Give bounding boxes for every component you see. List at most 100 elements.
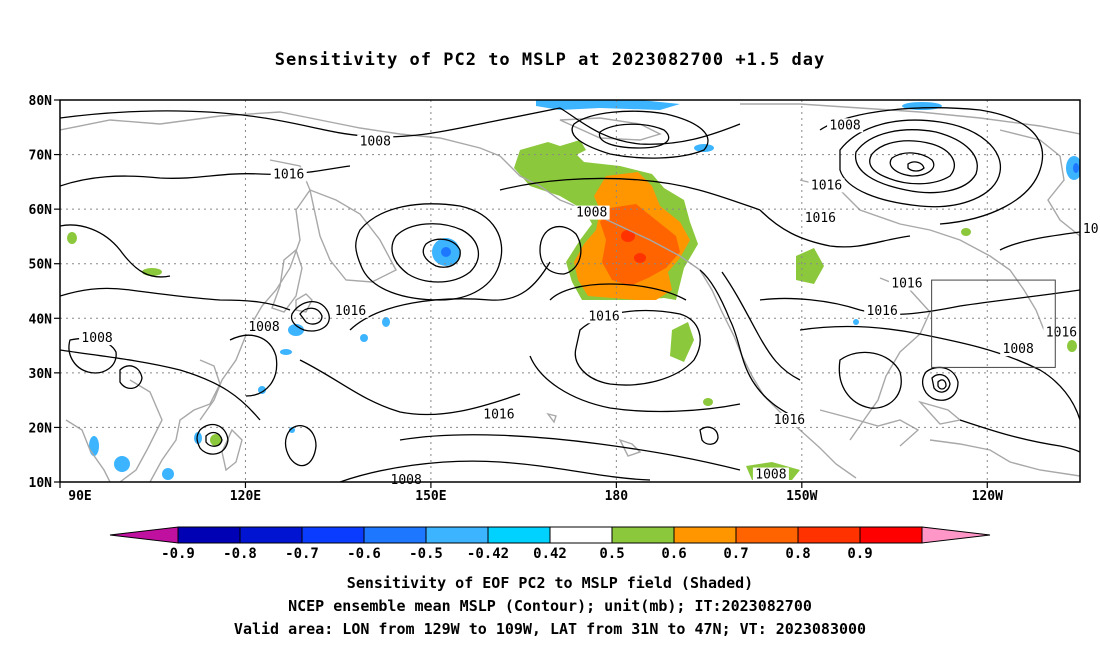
valid-area-box <box>931 279 1056 368</box>
contour-label: 1008 <box>1003 342 1034 357</box>
contour-label-bg <box>1043 325 1080 340</box>
caption-contour: NCEP ensemble mean MSLP (Contour); unit(… <box>288 597 812 615</box>
lat-tick-label: 40N <box>29 312 53 327</box>
colorbar-swatch <box>301 526 365 544</box>
graticule <box>60 100 1080 482</box>
lon-tick-label: 150E <box>415 489 446 504</box>
colorbar-swatch <box>797 526 861 544</box>
contour-label: 1016 <box>805 211 836 226</box>
colorbar-swatch <box>611 526 675 544</box>
contour-label-bg <box>771 412 808 427</box>
colorbar-swatch <box>673 526 737 544</box>
positive-sensitivity-region <box>142 268 162 276</box>
caption-shading: Sensitivity of EOF PC2 to MSLP field (Sh… <box>346 574 754 592</box>
colorbar-tick-label: -0.7 <box>285 546 319 560</box>
contour-label-bg <box>480 407 517 422</box>
contour-label-bg <box>246 320 282 335</box>
negative-sensitivity-region <box>194 432 202 444</box>
contour-label: 1016 <box>335 304 366 319</box>
colorbar-high-extend <box>921 526 991 544</box>
positive-sensitivity-region <box>796 248 824 284</box>
contour-label: 1016 <box>891 277 922 292</box>
colorbar-swatch <box>487 526 551 544</box>
negative-sensitivity-region <box>536 100 680 110</box>
negative-sensitivity-region <box>382 317 390 327</box>
lat-tick-label: 20N <box>29 421 53 436</box>
positive-sensitivity-region <box>703 398 713 406</box>
negative-sensitivity-region <box>89 436 99 456</box>
lon-tick-label: 120W <box>972 489 1003 504</box>
positive-sensitivity-max <box>621 230 635 242</box>
positive-sensitivity-max <box>634 253 646 263</box>
negative-sensitivity-region <box>114 456 130 472</box>
mslp-contours <box>60 107 1080 482</box>
negative-sensitivity-region <box>853 319 859 325</box>
positive-sensitivity-region <box>67 232 77 244</box>
negative-sensitivity-region <box>289 427 295 433</box>
contour-label: 1008 <box>829 118 860 133</box>
positive-sensitivity-region <box>961 228 971 236</box>
colorbar-tick-label: -0.42 <box>467 546 509 560</box>
negative-sensitivity-region <box>288 324 304 336</box>
colorbar-swatch <box>363 526 427 544</box>
latitude-axis: 80N 70N 60N 50N 40N 30N 20N 10N <box>29 94 60 491</box>
lat-tick-label: 80N <box>29 94 53 109</box>
lat-tick-label: 60N <box>29 203 53 218</box>
contour-label-bg <box>752 467 789 482</box>
lon-tick-label: 150W <box>786 489 817 504</box>
colorbar-tick-label: 0.9 <box>847 546 872 560</box>
colorbar-tick-label: -0.6 <box>347 546 381 560</box>
contour-label-bg <box>79 331 116 346</box>
colorbar-tick-label: -0.5 <box>409 546 443 560</box>
colorbar-tick-label: -0.8 <box>223 546 257 560</box>
contour-label-bg <box>888 276 925 291</box>
contour-label: 1008 <box>248 320 279 335</box>
contour-label-bg <box>1080 221 1100 236</box>
contour-label-bg <box>332 303 369 318</box>
colorbar-swatch <box>425 526 489 544</box>
contour-label: 1016 <box>867 304 898 319</box>
colorbar-swatch <box>859 526 923 544</box>
contour-label-bg <box>864 303 901 318</box>
negative-sensitivity-region <box>280 349 292 355</box>
contour-label: 1016 <box>483 408 514 423</box>
lon-tick-label: 90E <box>68 489 91 504</box>
contour-label: 1016 <box>1046 326 1077 341</box>
lon-tick-label: 120E <box>230 489 261 504</box>
negative-sensitivity-region <box>694 144 714 152</box>
colorbar-tick-label: -0.9 <box>161 546 195 560</box>
contour-label-bg <box>388 473 425 487</box>
colorbar: -0.9 -0.8 -0.7 -0.6 -0.5 -0.42 0.42 0.5 0.6 0.7 0.… <box>109 526 991 560</box>
contour-label-bg <box>357 134 394 149</box>
contour-label: 1008 <box>360 135 391 150</box>
contour-label: 1008 <box>81 331 112 346</box>
negative-sensitivity-region <box>360 334 368 342</box>
contour-label: 1016 <box>273 167 304 182</box>
lat-tick-label: 70N <box>29 149 53 164</box>
colorbar-swatch <box>549 526 613 544</box>
positive-sensitivity-core <box>600 204 680 286</box>
contour-label-bg <box>270 167 307 182</box>
colorbar-low-extend <box>109 526 179 544</box>
colorbar-tick-label: 0.42 <box>533 546 567 560</box>
negative-sensitivity-region <box>258 386 266 394</box>
plot-frame <box>59 99 1081 483</box>
positive-sensitivity-region <box>1067 340 1077 352</box>
contour-label-bg <box>586 309 622 324</box>
contour-label: 1016 <box>774 413 805 428</box>
contour-label: 1008 <box>576 206 607 221</box>
sensitivity-map: 1008101610081008101610161000992101610081… <box>29 94 1100 560</box>
colorbar-tick-label: 0.5 <box>599 546 624 560</box>
negative-sensitivity-region <box>441 247 451 257</box>
colorbar-tick-label: 0.7 <box>723 546 748 560</box>
lon-tick-label: 180 <box>605 489 629 504</box>
colorbar-swatch <box>177 526 241 544</box>
contour-label: 1008 <box>755 468 786 483</box>
negative-sensitivity-region <box>1073 163 1079 173</box>
contour-labels: 1008101610081008101610161000992101610081… <box>79 118 1100 488</box>
lat-tick-label: 50N <box>29 258 53 273</box>
contour-label-bg <box>573 205 610 220</box>
contour-label-bg <box>1000 342 1037 357</box>
negative-sensitivity-region <box>162 468 174 480</box>
contour-label-bg <box>808 178 845 193</box>
